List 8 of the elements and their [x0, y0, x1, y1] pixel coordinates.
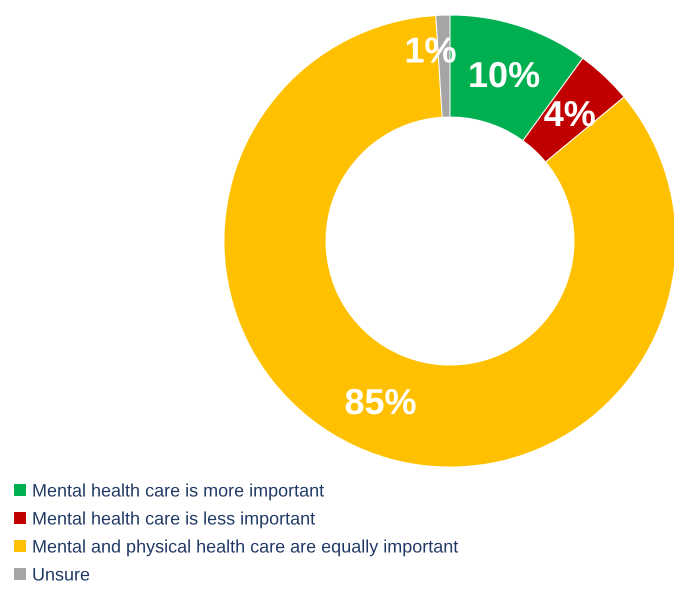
legend-label: Unsure [32, 564, 90, 584]
legend-label: Mental health care is more important [32, 480, 324, 500]
data-label: 85% [344, 381, 417, 422]
data-label: 10% [468, 54, 540, 96]
donut-slice [224, 14, 674, 468]
legend-label: Mental and physical health care are equally important [32, 536, 458, 556]
legend-label: Mental health care is less important [32, 508, 316, 528]
data-label: 4% [544, 93, 596, 134]
